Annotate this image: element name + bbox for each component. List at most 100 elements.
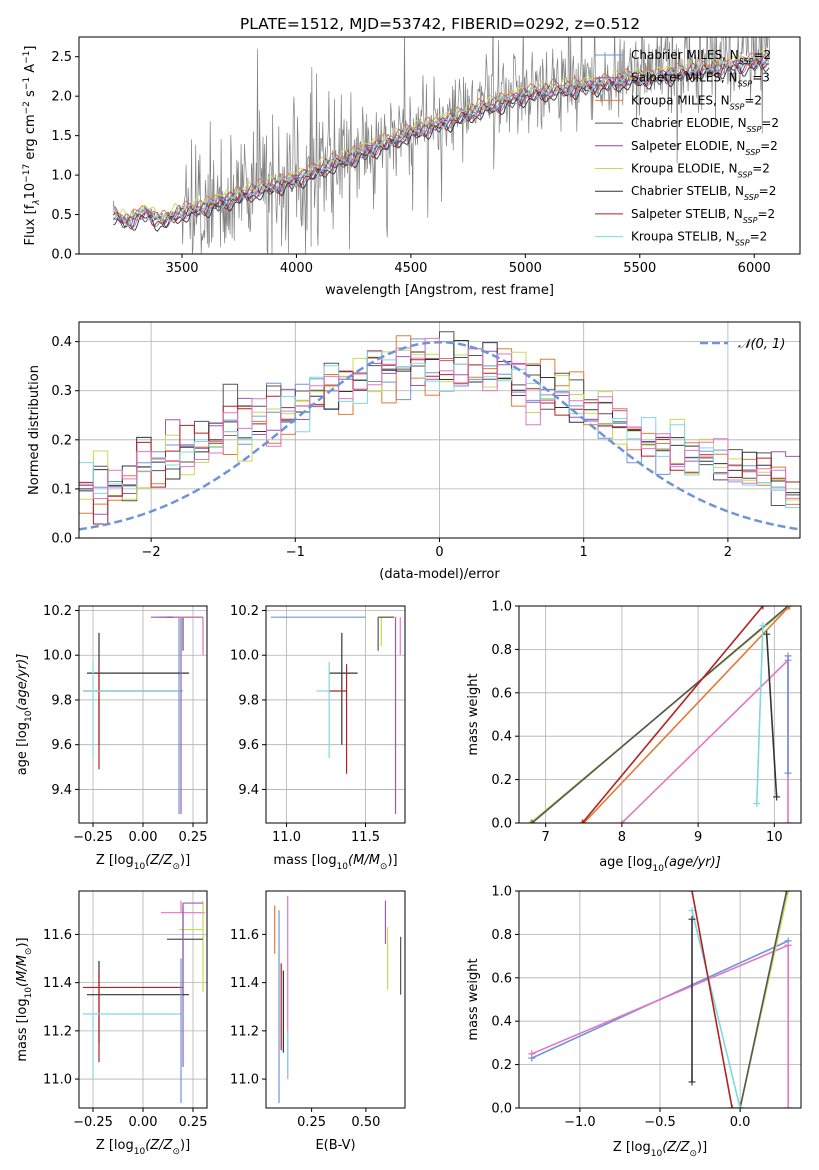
y-tick-label: 11.0	[230, 1073, 259, 1088]
y-tick-label: 0.2	[491, 773, 512, 788]
x-tick-label: 0.25	[179, 830, 208, 845]
weight-marker	[784, 652, 792, 660]
weight-marker	[784, 1104, 792, 1108]
weight-line-salpeter_stelib	[691, 891, 733, 1108]
legend-tail: =2	[750, 230, 768, 244]
weight-marker	[784, 941, 792, 949]
y-tick-label: 9.6	[238, 738, 259, 753]
x-tick-label: 0.00	[129, 830, 158, 845]
y-tick-label: 0.4	[491, 730, 512, 745]
y-tick-label: 0.6	[491, 686, 512, 701]
label-part: mass weight	[466, 958, 481, 1040]
label-part: Normed distribution	[27, 365, 42, 495]
legend-sub: SSP	[730, 102, 745, 111]
x-tick-label: −0.5	[644, 1115, 676, 1130]
y-tick-label: 9.4	[238, 783, 259, 798]
label-part: (Z/Z	[145, 1138, 173, 1153]
weight-marker	[784, 819, 792, 823]
legend-entry: Kroupa MILES, NSSP=2	[631, 93, 762, 111]
y-tick-label: 0.1	[51, 482, 72, 497]
label-part: s	[23, 90, 38, 101]
y-tick-label: 2.0	[51, 90, 72, 105]
x-axis-label: (data-model)/error	[379, 567, 500, 582]
label-part: )]	[387, 853, 397, 868]
weight-line-chabrier_elodie	[531, 606, 789, 823]
legend-tail: =2	[744, 93, 762, 107]
label-part: mass weight	[466, 673, 481, 755]
legend-sub: SSP	[747, 125, 762, 134]
label-part: ⊙	[380, 862, 388, 872]
y-tick-label: 0.8	[491, 643, 512, 658]
histogram-kroupa_stelib	[79, 348, 800, 508]
y-tick-label: 1.0	[51, 169, 72, 184]
y-tick-label: 11.6	[43, 928, 72, 943]
y-tick-label: 10.0	[43, 649, 72, 664]
y-tick-label: 1.0	[491, 600, 512, 615]
y-tick-label: 0.6	[491, 971, 512, 986]
legend-sub: SSP	[743, 215, 758, 224]
weight-line-kroupa_stelib	[756, 625, 764, 804]
legend-text: Chabrier ELODIE, N	[631, 116, 747, 130]
label-part: Z [log	[613, 1140, 651, 1155]
legend-text: Chabrier STELIB, N	[631, 184, 744, 198]
weight-marker	[736, 1104, 744, 1108]
label-part: −1	[22, 51, 32, 64]
label-part: age [log	[599, 855, 652, 870]
y-tick-label: 9.8	[238, 693, 259, 708]
y-tick-label: 9.6	[51, 738, 72, 753]
y-tick-label: 9.8	[51, 693, 72, 708]
x-tick-label: 2	[724, 545, 732, 560]
y-axis-label: Flux [fλ10−17 erg cm−2 s−1 A−1]	[22, 46, 42, 246]
label-part: )]	[697, 1140, 707, 1155]
weight-marker	[763, 630, 771, 638]
y-axis-label: mass weight	[466, 958, 481, 1040]
x-tick-label: 5000	[509, 261, 542, 276]
plot-area	[83, 616, 204, 815]
panel-mass_weight_vs_Z: −1.0 −0.5 0.0 0.0 0.2 0.4 0.6 0.8 1.0 Z [log10(Z/…	[466, 885, 802, 1159]
weight-marker	[688, 915, 696, 923]
y-tick-label: 0.3	[51, 384, 72, 399]
weight-marker	[753, 799, 761, 807]
label-part: )]	[180, 1138, 190, 1153]
y-tick-label: 1.0	[491, 885, 512, 900]
y-axis-label: mass weight	[466, 673, 481, 755]
legend-tail: =3	[752, 71, 770, 85]
weight-line-kroupa_miles	[583, 606, 791, 823]
x-tick-label: 11.0	[272, 830, 301, 845]
legend-tail: =2	[757, 207, 775, 221]
label-part: ⊙	[24, 948, 34, 956]
label-part: erg cm	[23, 114, 38, 163]
y-tick-label: 2.5	[51, 50, 72, 65]
weight-line-pink	[621, 658, 789, 823]
label-part: −1	[22, 77, 32, 90]
label-part: 10	[134, 862, 146, 872]
weight-marker	[784, 891, 792, 895]
legend-text: Salpeter ELODIE, N	[631, 139, 745, 153]
legend-text: Salpeter MILES, N	[631, 71, 738, 85]
x-tick-label: 7	[542, 830, 550, 845]
x-tick-label: 8	[618, 830, 626, 845]
panel-age_vs_Z: −0.25 0.00 0.259.49.69.810.010.2Z [log10(Z…	[15, 604, 208, 872]
legend-entry: Chabrier MILES, NSSP=2	[631, 48, 771, 66]
y-tick-label: 9.4	[51, 783, 72, 798]
y-tick-label: 1.5	[51, 129, 72, 144]
x-tick-label: 4500	[394, 261, 427, 276]
weight-marker	[688, 891, 696, 895]
x-tick-label: 11.5	[351, 830, 380, 845]
legend-entry: 𝒩(0, 1)	[738, 337, 785, 352]
y-tick-label: 0.5	[51, 208, 72, 223]
legend-entry: Salpeter MILES, NSSP=3	[631, 71, 770, 89]
x-tick-label: 0.25	[297, 1115, 326, 1130]
label-part: 10	[24, 710, 34, 722]
x-tick-label: 4000	[280, 261, 313, 276]
weight-marker	[528, 1050, 536, 1058]
y-tick-label: 0.4	[51, 335, 72, 350]
legend-sub: SSP	[738, 79, 753, 88]
x-tick-label: 3500	[165, 261, 198, 276]
y-axis-label: Normed distribution	[27, 365, 42, 495]
model-line-kroupa_stelib	[112, 55, 769, 228]
weight-marker	[528, 819, 536, 823]
label-part: E(B-V)	[315, 1138, 355, 1153]
